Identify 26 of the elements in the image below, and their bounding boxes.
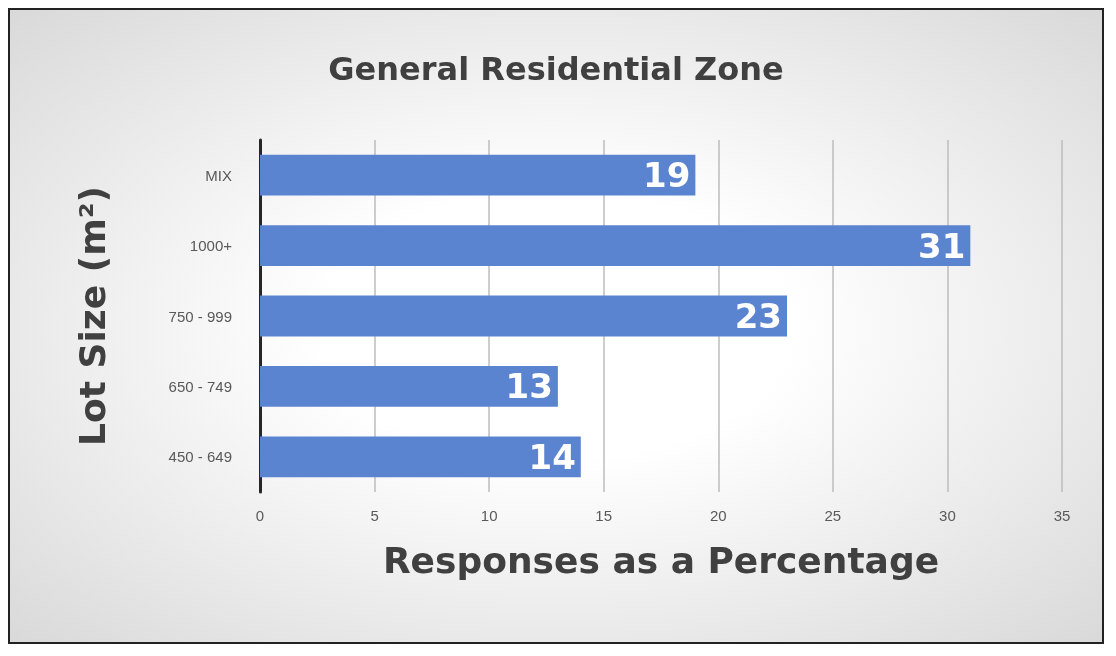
data-label: 13	[505, 366, 553, 407]
x-tick-label: 0	[255, 507, 265, 524]
y-tick-label: 450 - 649	[168, 448, 232, 466]
bar	[260, 225, 971, 267]
bar	[260, 154, 696, 196]
x-tick-label: 25	[824, 507, 842, 524]
y-tick-label: MIX	[205, 166, 232, 184]
data-label: 14	[528, 436, 576, 477]
x-tick-label: 20	[709, 507, 727, 524]
x-axis-title: Responses as a Percentage	[382, 539, 940, 581]
bar	[260, 365, 558, 407]
y-tick-label: 650 - 749	[168, 377, 232, 395]
data-label: 19	[643, 155, 691, 196]
bar	[260, 436, 581, 478]
x-tick-label: 15	[595, 507, 613, 524]
data-label: 31	[918, 225, 966, 266]
x-tick-label: 35	[1053, 507, 1071, 524]
x-tick-label: 10	[480, 507, 498, 524]
bar	[260, 295, 788, 337]
y-tick-label: 750 - 999	[168, 307, 232, 325]
x-tick-label: 5	[370, 507, 379, 524]
y-tick-label: 1000+	[189, 237, 233, 255]
chart-title: General Residential Zone	[328, 50, 784, 88]
data-label: 23	[734, 296, 783, 336]
y-axis-title: Lot Size (m²)	[71, 186, 113, 446]
x-tick-label: 30	[939, 507, 956, 524]
